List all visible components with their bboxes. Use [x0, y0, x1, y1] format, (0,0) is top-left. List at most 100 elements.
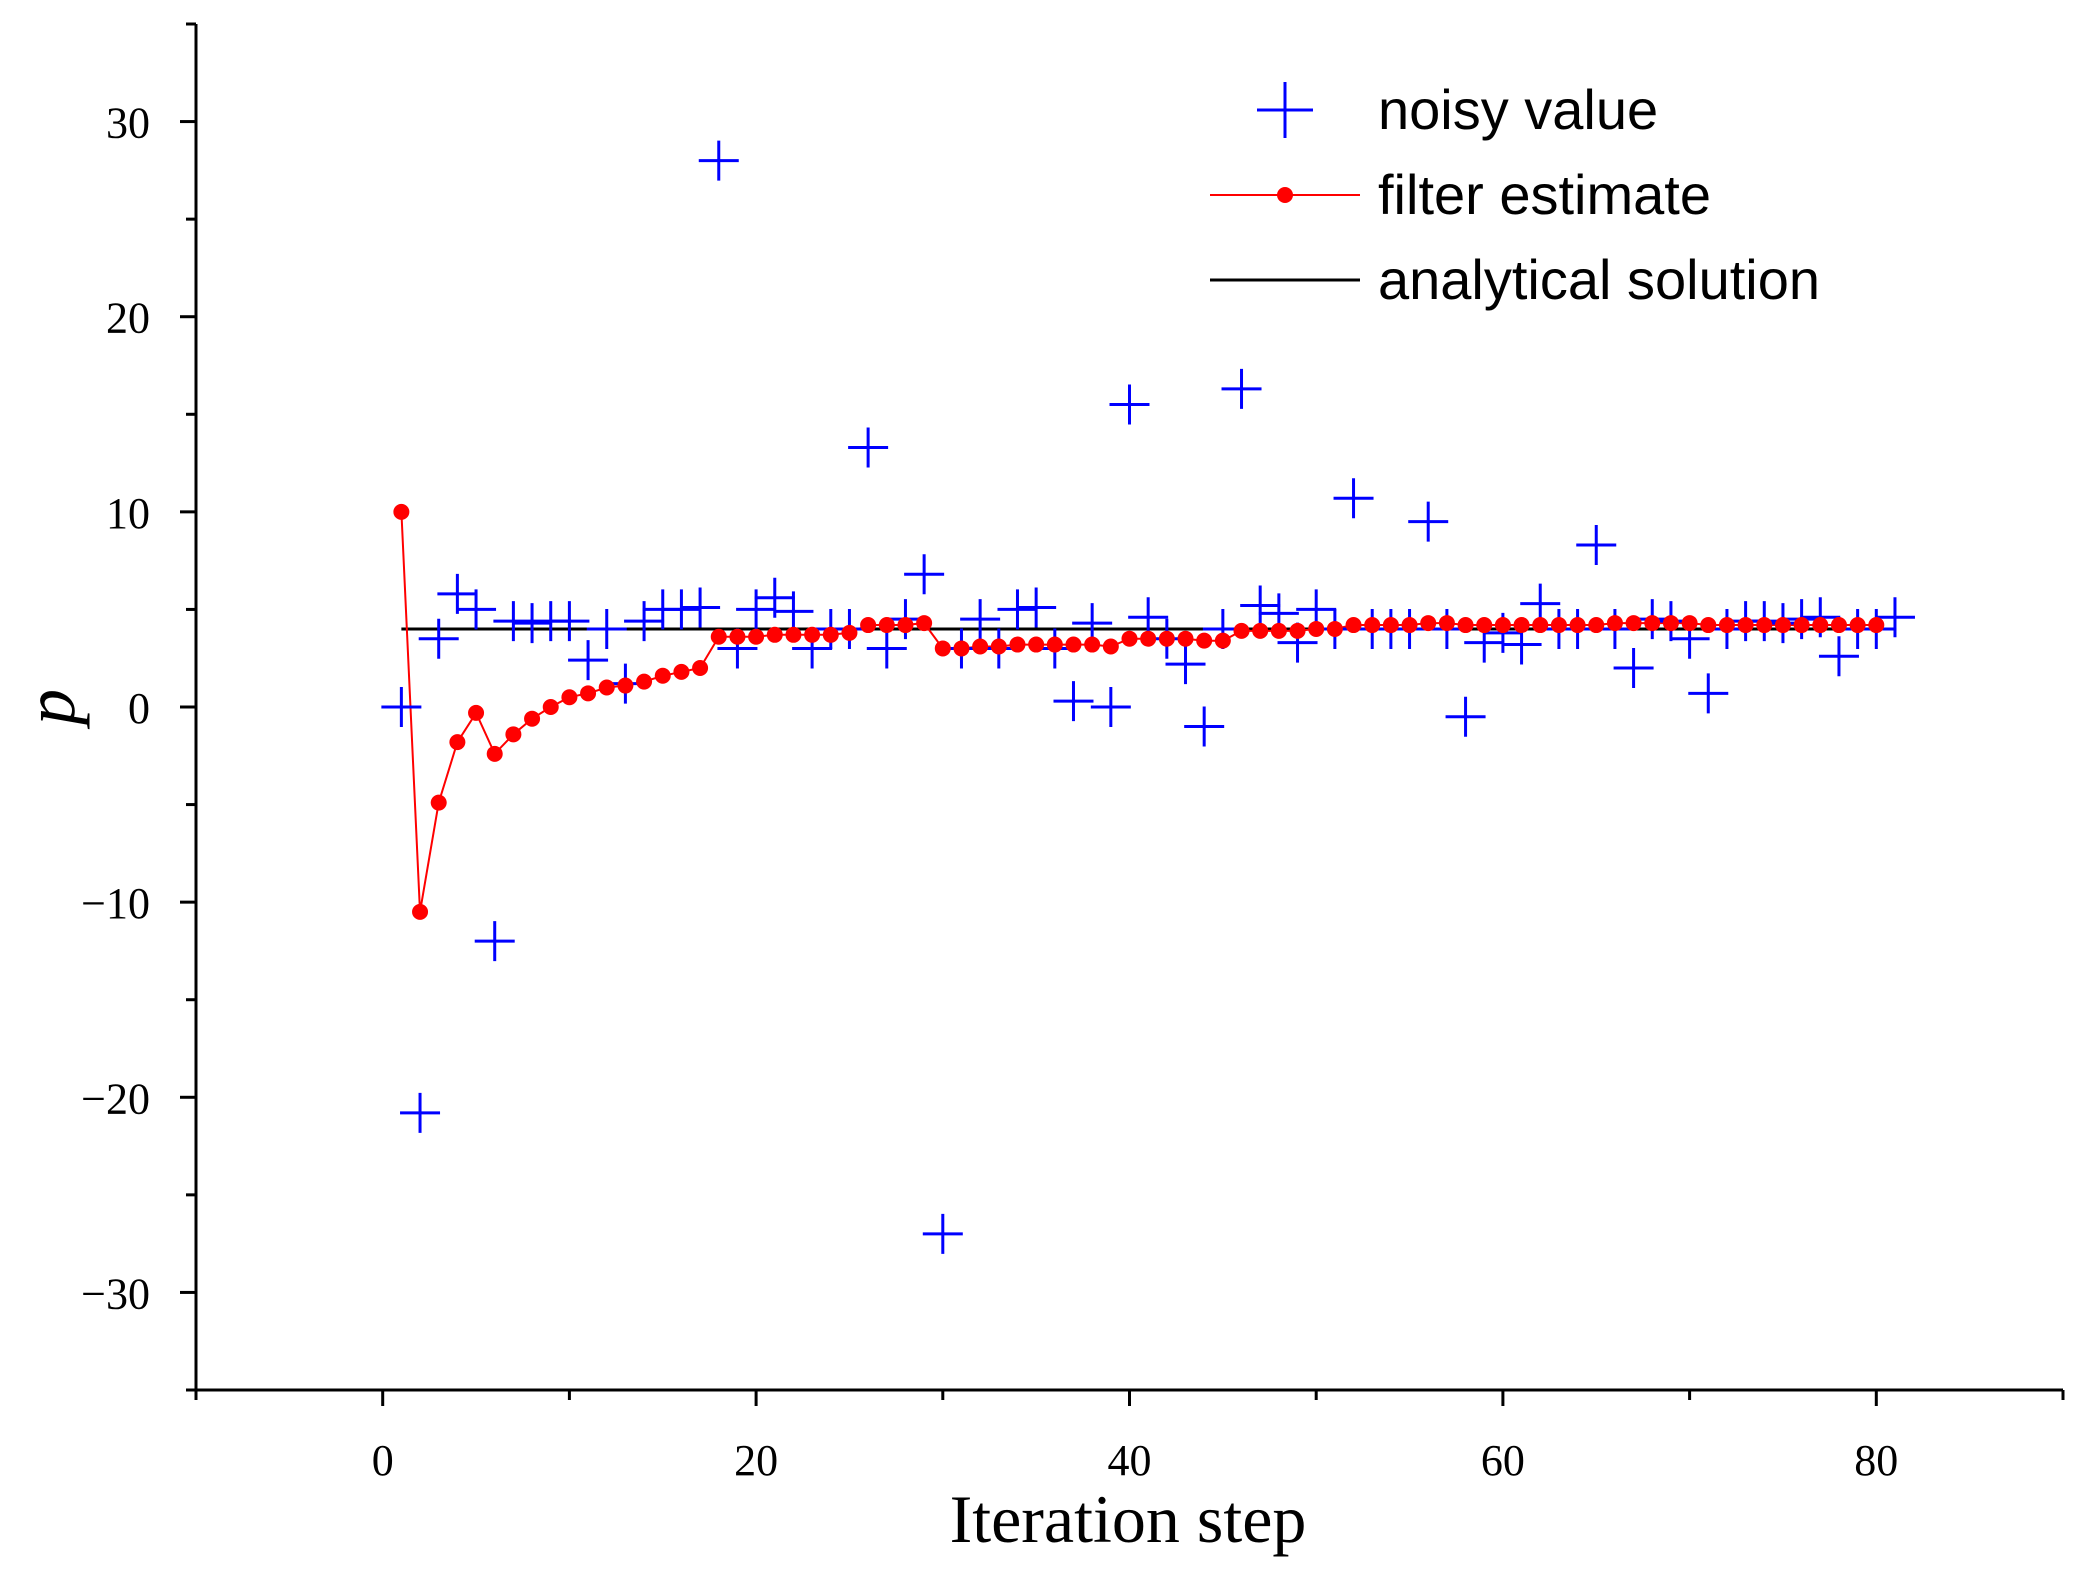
filter-estimate-point: [1793, 617, 1810, 634]
y-tick-label: 20: [106, 294, 150, 343]
filter-estimate-point: [636, 673, 653, 690]
filter-estimate-point: [766, 626, 783, 643]
filter-estimate-point: [1028, 636, 1045, 653]
legend-filter-estimate-dot: [1277, 187, 1293, 203]
noisy-value-point: [680, 587, 721, 628]
filter-estimate-point: [860, 617, 877, 634]
filter-estimate-point: [1438, 615, 1455, 632]
noisy-value-point: [418, 618, 459, 659]
filter-estimate-point: [654, 667, 671, 684]
filter-estimate-point: [990, 638, 1007, 655]
legend-label: analytical solution: [1378, 248, 1820, 311]
filter-estimate-point: [1681, 615, 1698, 632]
filter-estimate-point: [1046, 636, 1063, 653]
filter-estimate-point: [1196, 632, 1213, 649]
filter-estimate-point: [486, 745, 503, 762]
x-axis-title: Iteration step: [950, 1481, 1307, 1557]
filter-estimate-point: [430, 794, 447, 811]
y-tick-label: 0: [128, 684, 150, 733]
noisy-value-point: [1240, 585, 1281, 626]
filter-estimate-point: [1662, 615, 1679, 632]
filter-estimate-point: [673, 663, 690, 680]
x-tick-label: 0: [372, 1436, 394, 1485]
filter-estimate-point: [1233, 622, 1250, 639]
filter-estimate-point: [1868, 617, 1885, 634]
noisy-value-point: [1090, 687, 1131, 727]
filter-estimate-point: [729, 628, 746, 645]
noisy-value-point: [1688, 673, 1729, 714]
noisy-value-point: [848, 427, 889, 468]
noisy-value-point: [1053, 681, 1094, 722]
filter-estimate-point: [1700, 617, 1717, 634]
filter-estimate-point: [1588, 617, 1605, 634]
filter-estimate-point: [1532, 617, 1549, 634]
y-tick-label: −10: [81, 879, 150, 928]
filter-estimate-point: [1606, 615, 1623, 632]
filter-estimate-point: [468, 704, 485, 721]
filter-estimate-point: [1065, 636, 1082, 653]
noisy-value-point: [1818, 636, 1859, 677]
filter-estimate-point: [1121, 630, 1138, 647]
filter-estimate-point: [1326, 620, 1343, 637]
filter-estimate-point: [1812, 617, 1829, 634]
noisy-value-point: [866, 628, 907, 669]
noisy-value-point: [381, 687, 422, 727]
noisy-value-point: [1874, 597, 1915, 638]
filter-estimate-point: [878, 617, 895, 634]
filter-estimate-point: [449, 734, 466, 751]
noisy-value-point: [997, 589, 1038, 630]
axes-group: 0 20 40 60 80 −30 −20 −10 0 10 20 30 Iteration step p: [10, 22, 2065, 1557]
x-tick-label: 80: [1854, 1436, 1898, 1485]
filter-estimate-point: [1102, 638, 1119, 655]
filter-estimate-point: [897, 617, 914, 634]
noisy-value-point: [736, 589, 777, 630]
noisy-value-point: [437, 573, 478, 614]
filter-estimate-point: [1830, 617, 1847, 634]
noisy-value-point: [1576, 525, 1617, 566]
noisy-value-point: [1165, 644, 1206, 685]
noisy-value-point: [568, 640, 609, 681]
filter-estimate-point: [1774, 617, 1791, 634]
filter-estimate-point: [1382, 617, 1399, 634]
noisy-value-point: [698, 140, 739, 181]
noisy-value-point: [624, 601, 665, 642]
filter-estimate-point: [1009, 636, 1026, 653]
noisy-value-point: [456, 589, 497, 630]
noisy-value-point: [400, 1092, 441, 1133]
y-tick-label: 10: [106, 489, 150, 538]
filter-estimate-point: [804, 626, 821, 643]
filter-estimate-point: [1457, 617, 1474, 634]
noisy-value-point: [922, 1213, 963, 1254]
noisy-value-point: [1613, 647, 1654, 688]
filter-estimate-point: [1289, 622, 1306, 639]
noisy-value-point: [474, 921, 515, 962]
filter-estimate-point: [1345, 617, 1362, 634]
filter-estimate-point: [542, 699, 559, 715]
noisy-value-point: [1520, 583, 1561, 624]
filter-estimate-point: [1569, 617, 1586, 634]
filter-estimate-point: [505, 726, 522, 743]
filter-estimate-point: [934, 640, 951, 657]
filter-estimate-point: [561, 689, 578, 706]
filter-estimate-point: [692, 659, 709, 676]
noisy-value-point: [586, 608, 627, 649]
filter-estimate-point: [1644, 615, 1661, 632]
filter-estimate-point: [841, 624, 858, 641]
filter-estimate-point: [1550, 617, 1567, 634]
filter-estimate-point: [822, 626, 839, 643]
filter-estimate-point: [524, 710, 541, 727]
noisy-value-point: [904, 554, 945, 595]
filter-estimate-point: [1420, 615, 1437, 632]
noisy-value-point: [1016, 587, 1057, 628]
filter-estimate-point: [1625, 615, 1642, 632]
noisy-value-point: [960, 599, 1001, 640]
filter-estimate-point: [1401, 617, 1418, 634]
y-axis-title: p: [10, 689, 90, 730]
filter-estimate-point: [1158, 630, 1175, 647]
noisy-value-point: [773, 591, 814, 632]
noisy-value-point: [512, 603, 553, 644]
filter-estimate-point: [1084, 636, 1101, 653]
